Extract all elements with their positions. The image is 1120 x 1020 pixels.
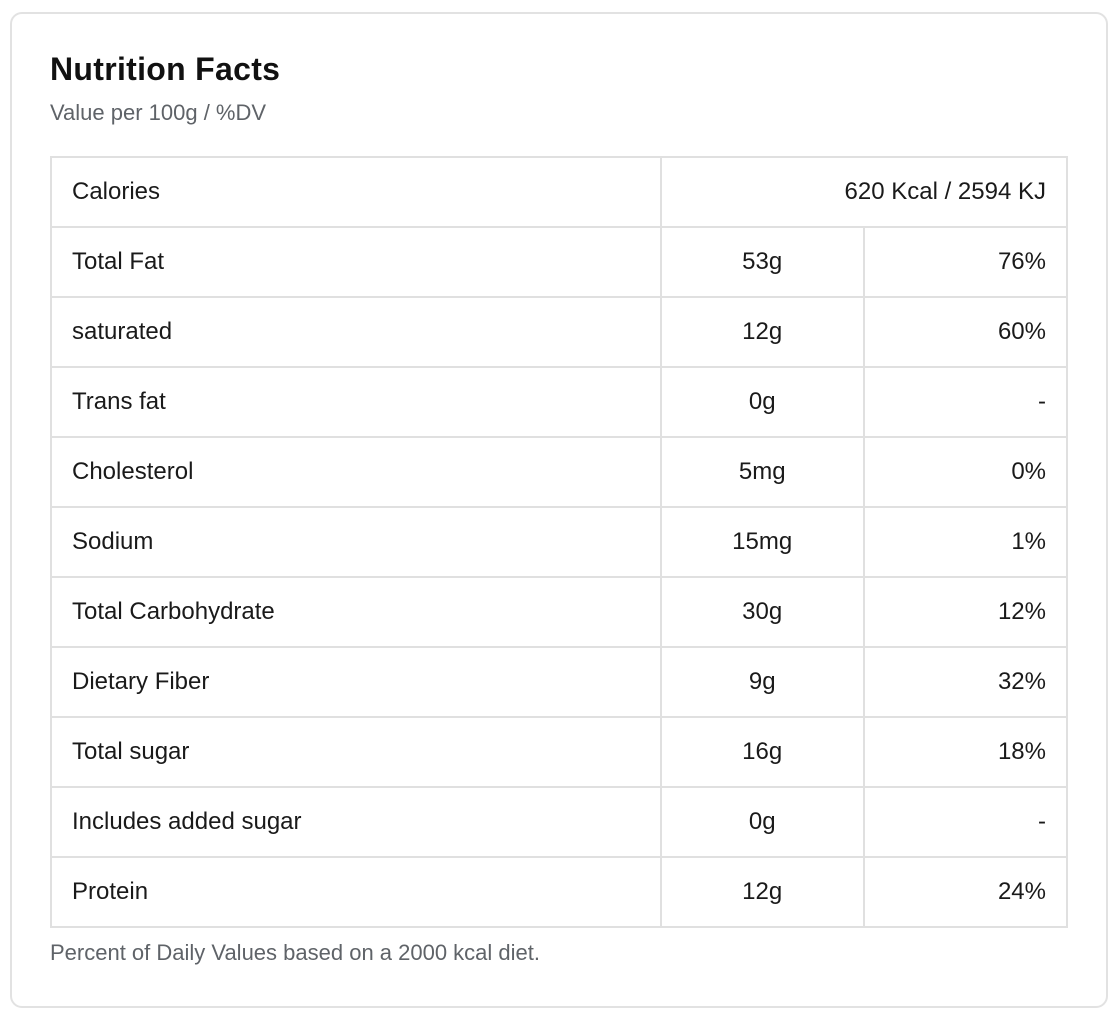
nutrient-dv-percent: -	[862, 786, 1069, 859]
card-subtitle: Value per 100g / %DV	[50, 100, 267, 125]
nutrient-label: Sodium	[50, 506, 662, 579]
nutrient-amount: 30g	[659, 576, 865, 649]
nutrient-amount: 15mg	[659, 506, 865, 579]
nutrient-row: Includes added sugar 0g -	[50, 786, 1069, 859]
nutrition-facts-card: Nutrition Facts Value per 100g / %DV Cal…	[10, 12, 1108, 1008]
nutrient-label: Dietary Fiber	[50, 646, 662, 719]
nutrient-amount: 12g	[659, 296, 865, 369]
card-title: Nutrition Facts	[50, 51, 281, 87]
nutrient-label: saturated	[50, 296, 662, 369]
nutrient-label: Total sugar	[50, 716, 662, 789]
nutrient-dv-percent: 60%	[862, 296, 1069, 369]
nutrient-dv-percent: 12%	[862, 576, 1069, 649]
nutrient-row: Protein 12g 24%	[50, 856, 1069, 929]
nutrient-row: Total Carbohydrate 30g 12%	[50, 576, 1069, 649]
nutrient-label: Total Fat	[50, 226, 662, 299]
nutrient-row: Total Fat 53g 76%	[50, 226, 1069, 299]
nutrient-row: Total sugar 16g 18%	[50, 716, 1069, 789]
nutrient-amount: 12g	[659, 856, 865, 929]
nutrient-row: Cholesterol 5mg 0%	[50, 436, 1069, 509]
nutrient-dv-percent: 0%	[862, 436, 1069, 509]
nutrient-amount: 0g	[659, 366, 865, 439]
nutrient-label: Calories	[50, 156, 662, 229]
nutrient-amount: 9g	[659, 646, 865, 719]
nutrition-table: Calories 620 Kcal / 2594 KJ Total Fat 53…	[50, 156, 1069, 929]
nutrient-dv-percent: 18%	[862, 716, 1069, 789]
nutrient-amount: 16g	[659, 716, 865, 789]
nutrient-row: Dietary Fiber 9g 32%	[50, 646, 1069, 719]
nutrient-dv-percent: -	[862, 366, 1069, 439]
nutrient-amount: 5mg	[659, 436, 865, 509]
nutrient-row: Sodium 15mg 1%	[50, 506, 1069, 579]
nutrient-label: Cholesterol	[50, 436, 662, 509]
nutrient-label: Includes added sugar	[50, 786, 662, 859]
nutrient-label: Protein	[50, 856, 662, 929]
calories-value: 620 Kcal / 2594 KJ	[659, 156, 1069, 229]
nutrient-row: Trans fat 0g -	[50, 366, 1069, 439]
nutrient-dv-percent: 76%	[862, 226, 1069, 299]
nutrient-amount: 53g	[659, 226, 865, 299]
nutrient-dv-percent: 24%	[862, 856, 1069, 929]
calories-row: Calories 620 Kcal / 2594 KJ	[50, 156, 1069, 229]
daily-values-footnote: Percent of Daily Values based on a 2000 …	[50, 940, 541, 966]
nutrient-label: Total Carbohydrate	[50, 576, 662, 649]
nutrient-label: Trans fat	[50, 366, 662, 439]
nutrient-row: saturated 12g 60%	[50, 296, 1069, 369]
nutrient-dv-percent: 1%	[862, 506, 1069, 579]
nutrient-amount: 0g	[659, 786, 865, 859]
nutrient-dv-percent: 32%	[862, 646, 1069, 719]
